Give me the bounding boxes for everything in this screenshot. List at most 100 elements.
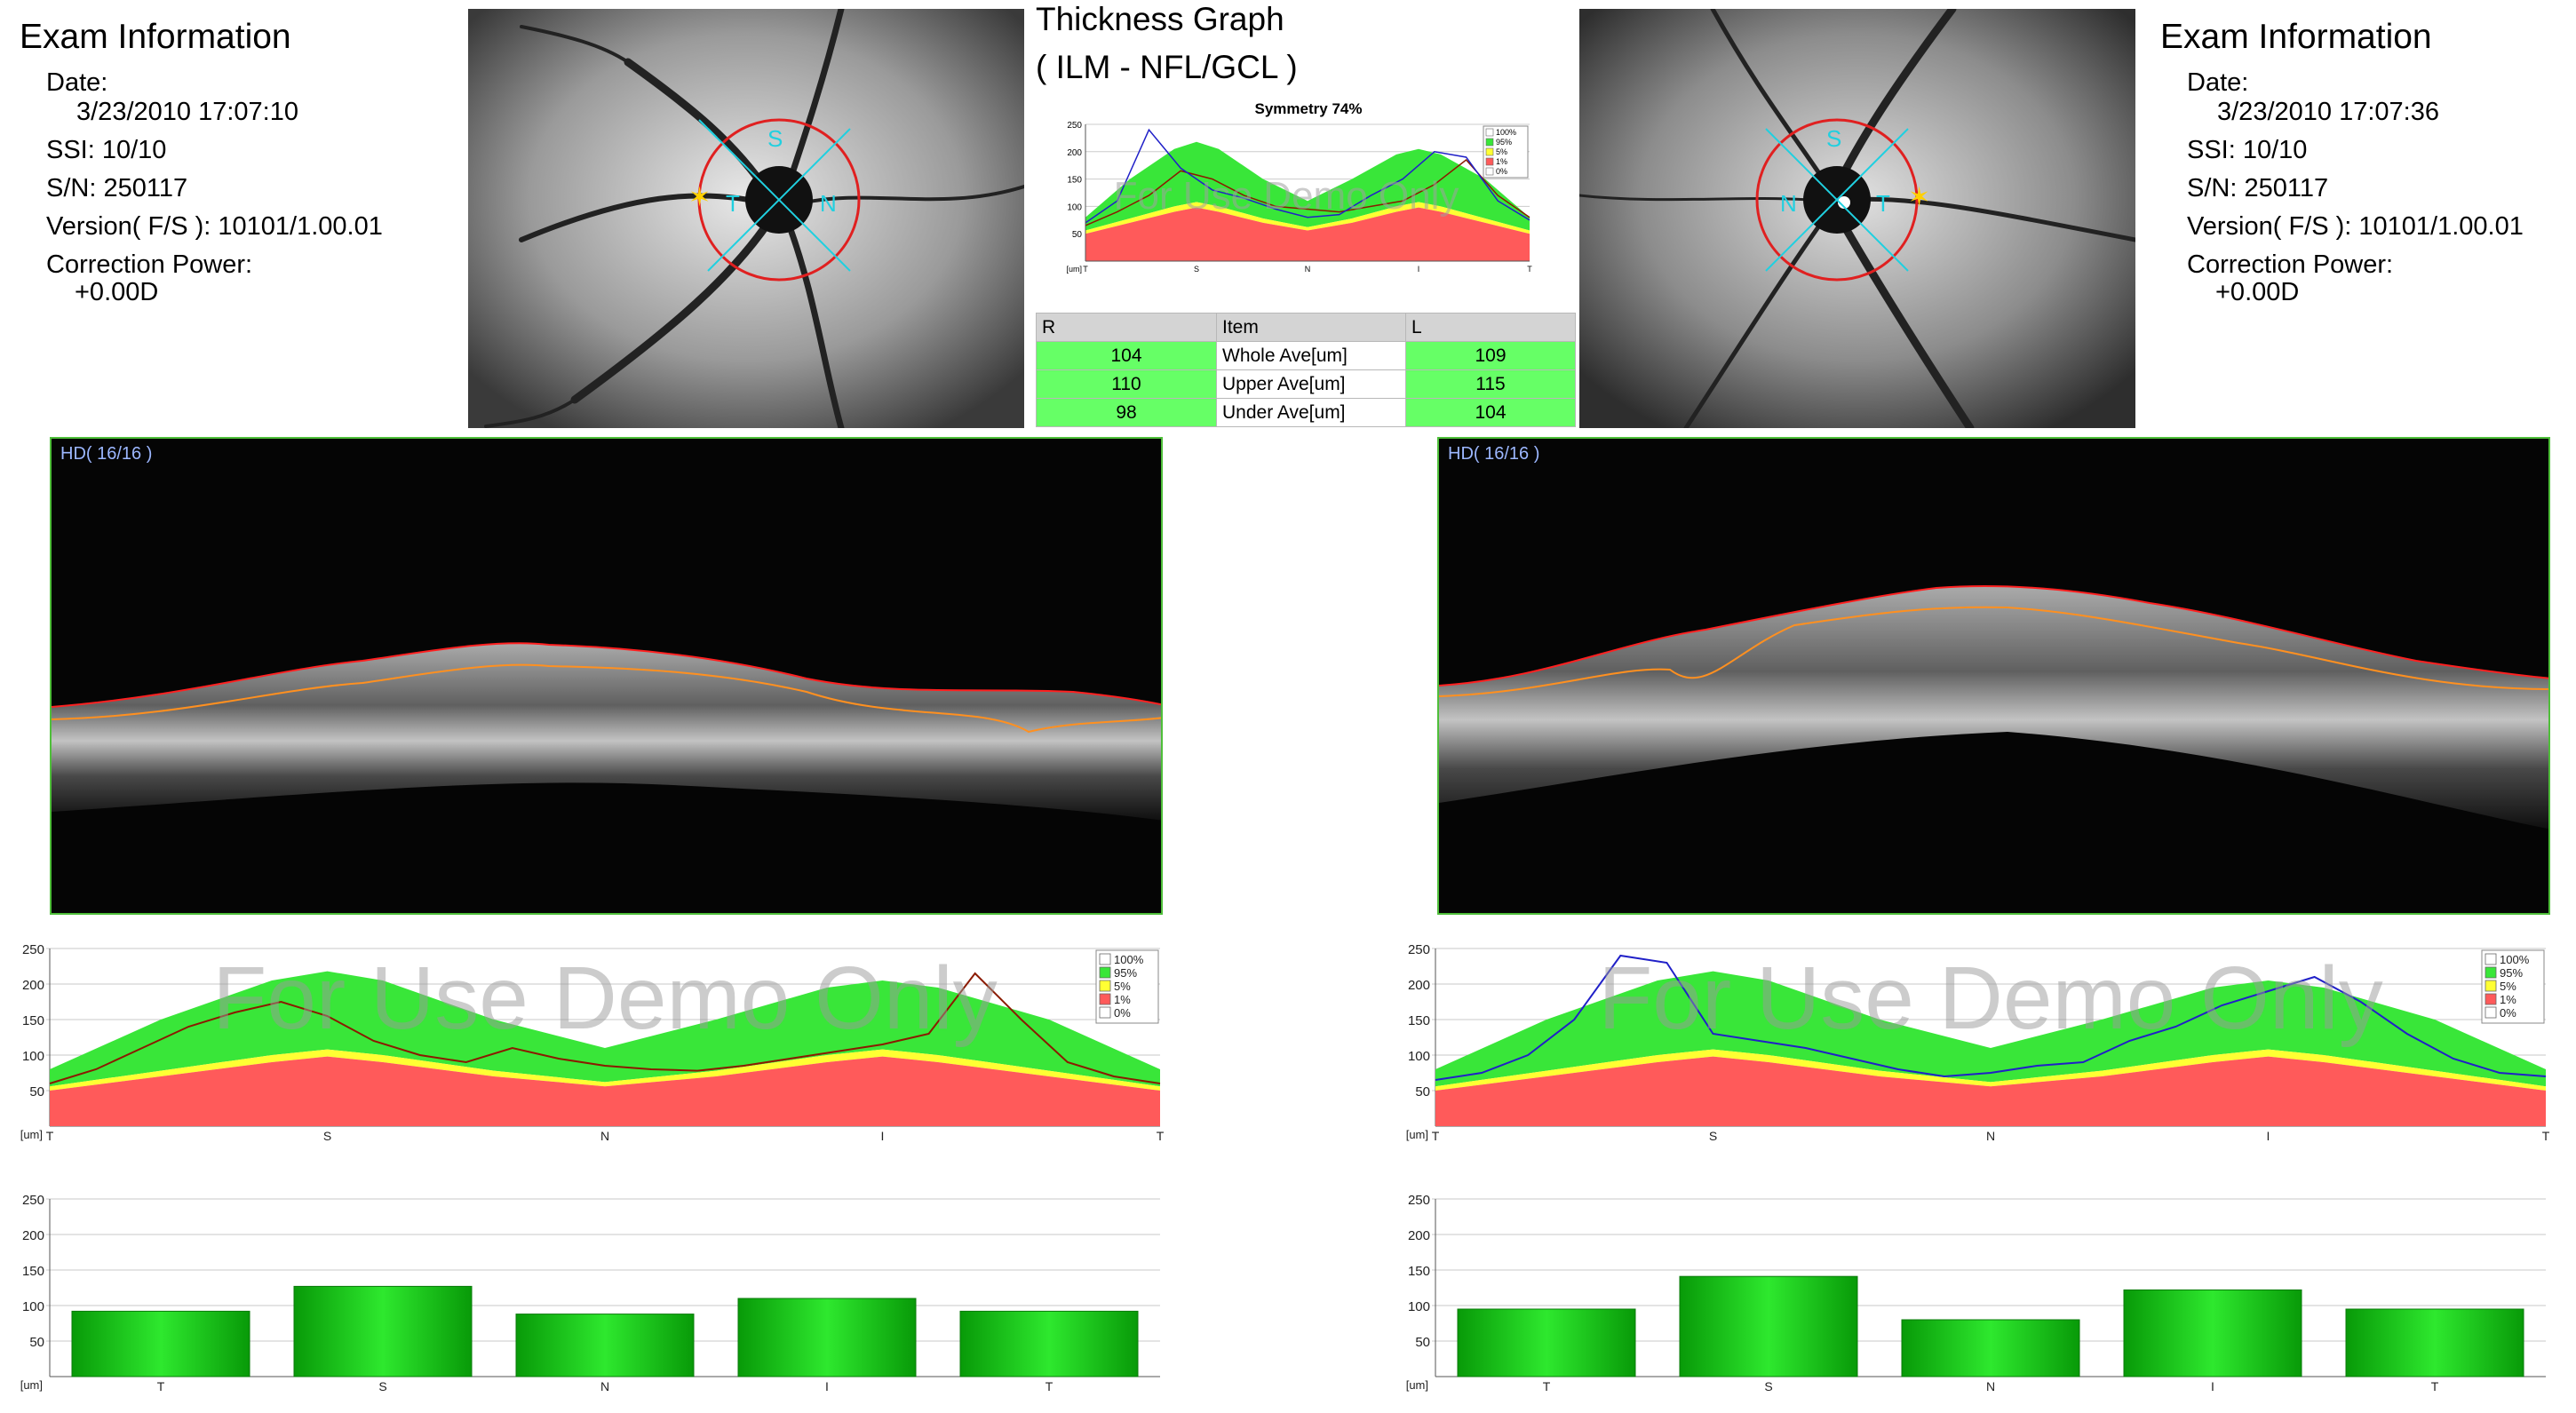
y-tick-label: 100	[1408, 1049, 1430, 1064]
y-tick-label: 250	[22, 942, 44, 957]
right-eye-fundus-image: S T N ✶	[468, 9, 1024, 428]
version-value: Version( F/S ): 10101/1.00.01	[46, 212, 383, 241]
legend-label: 5%	[2500, 980, 2516, 993]
left-exam-info: Exam Information Date: 3/23/2010 17:07:1…	[20, 18, 383, 312]
unit-label: [um]	[1406, 1378, 1428, 1392]
x-tick-label: N	[1986, 1129, 1995, 1143]
cell-l-value: 109	[1405, 341, 1576, 370]
normal-range-band	[1435, 971, 2546, 1087]
x-tick-label: S	[1764, 1379, 1772, 1393]
oct-scan-label: HD( 16/16 )	[1448, 444, 1540, 464]
y-tick-label: 100	[22, 1049, 44, 1064]
date-label: Date:	[2187, 68, 2249, 97]
y-tick-label: 50	[29, 1335, 44, 1350]
x-tick-label: T	[157, 1379, 165, 1393]
sector-bar	[959, 1310, 1139, 1377]
y-tick-label: 250	[1408, 1193, 1430, 1208]
legend-swatch	[2485, 993, 2497, 1005]
x-tick-label: T	[2431, 1379, 2439, 1393]
legend-swatch	[1485, 157, 1494, 166]
y-tick-label: 150	[22, 1013, 44, 1028]
exam-date: 3/23/2010 17:07:36	[2217, 98, 2439, 126]
legend-swatch	[1485, 167, 1494, 176]
sector-bar	[1679, 1275, 1858, 1377]
fundus-label-nasal: N	[820, 190, 837, 217]
legend-label: 0%	[1496, 167, 1507, 176]
sector-bar	[737, 1298, 917, 1377]
y-tick-label: 50	[1415, 1084, 1430, 1099]
cell-r-value: 104	[1036, 341, 1217, 370]
y-tick-label: 100	[1067, 202, 1082, 212]
legend-label: 0%	[1114, 1006, 1131, 1020]
borderline-band	[1435, 1049, 2546, 1091]
y-tick-label: 250	[22, 1193, 44, 1208]
y-tick-label: 150	[22, 1264, 44, 1279]
legend-label: 1%	[1496, 157, 1507, 166]
table-header-l: L	[1405, 313, 1576, 342]
abnormal-band	[1435, 1056, 2546, 1126]
x-tick-label: T	[1157, 1129, 1165, 1143]
cell-item: Upper Ave[um]	[1216, 369, 1406, 399]
oct-scan-label: HD( 16/16 )	[60, 444, 153, 464]
y-tick-label: 100	[1408, 1299, 1430, 1314]
y-tick-label: 50	[29, 1084, 44, 1099]
fundus-drawing: S N T ✶	[1579, 9, 2135, 428]
unit-label: [um]	[20, 1378, 43, 1392]
legend-label: 95%	[1496, 138, 1512, 147]
chart-legend: 100%95%5%1%0%	[1095, 949, 1159, 1024]
y-tick-label: 200	[1067, 148, 1082, 158]
table-header-item: Item	[1216, 313, 1406, 342]
legend-swatch	[2485, 980, 2497, 992]
fundus-marker-star-icon: ✶	[1908, 183, 1930, 212]
legend-label: 100%	[1114, 953, 1144, 966]
ssi-value: SSI: 10/10	[46, 136, 167, 164]
chart-watermark: For Use Demo Only	[212, 949, 998, 1048]
y-tick-label: 150	[1408, 1013, 1430, 1028]
x-tick-label: T	[46, 1129, 54, 1143]
thickness-series-line	[49, 972, 1161, 1084]
x-tick-label: N	[1986, 1379, 1995, 1393]
right-exam-info: Exam Information Date: 3/23/2010 17:07:3…	[2160, 18, 2524, 312]
legend-label: 5%	[1114, 980, 1131, 993]
right-eye-sector-bars: 50 100 150 200 250 [um] T S N I T	[20, 1193, 1160, 1393]
fundus-drawing: S T N ✶	[468, 9, 1024, 428]
legend-swatch	[2485, 966, 2497, 979]
x-tick-label: S	[1194, 265, 1199, 274]
normal-range-band	[1085, 141, 1530, 231]
chart-watermark: For Use Demo Only	[1114, 174, 1459, 218]
thickness-graph-title-line2: ( ILM - NFL/GCL )	[1036, 49, 1298, 85]
x-tick-label: S	[378, 1379, 386, 1393]
y-tick-label: 50	[1072, 230, 1083, 240]
table-row: 110 Upper Ave[um] 115	[1036, 369, 1576, 399]
correction-power-value: +0.00D	[2215, 278, 2300, 306]
x-tick-label: T	[1083, 265, 1088, 274]
symmetry-series-line	[1085, 159, 1530, 226]
table-header-row: R Item L	[1036, 313, 1576, 342]
serial-number: S/N: 250117	[46, 174, 188, 202]
correction-power-label: Correction Power:	[46, 250, 253, 279]
x-tick-label: I	[825, 1379, 829, 1393]
legend-swatch	[1099, 966, 1111, 979]
symmetry-title: Symmetry 74%	[1255, 100, 1363, 117]
y-tick-label: 200	[22, 978, 44, 993]
abnormal-band	[1085, 207, 1530, 261]
legend-label: 100%	[2500, 953, 2530, 966]
sector-bar	[2345, 1308, 2524, 1377]
x-tick-label: T	[1046, 1379, 1053, 1393]
legend-label: 1%	[2500, 993, 2516, 1006]
legend-swatch	[1099, 1006, 1111, 1019]
sector-bar	[1457, 1308, 1636, 1377]
legend-label: 5%	[1496, 147, 1507, 156]
thickness-graph-title-line1: Thickness Graph	[1036, 1, 1284, 37]
legend-label: 0%	[2500, 1006, 2516, 1020]
x-tick-label: I	[1418, 265, 1420, 274]
cell-l-value: 104	[1405, 398, 1576, 427]
sector-bar	[71, 1310, 250, 1377]
exam-date: 3/23/2010 17:07:10	[76, 98, 298, 126]
right-eye-oct-scan: HD( 16/16 )	[50, 437, 1163, 915]
cell-r-value: 98	[1036, 398, 1217, 427]
sector-bar	[515, 1314, 695, 1377]
y-tick-label: 200	[22, 1228, 44, 1243]
chart-watermark: For Use Demo Only	[1598, 949, 2383, 1048]
y-tick-label: 50	[1415, 1335, 1430, 1350]
